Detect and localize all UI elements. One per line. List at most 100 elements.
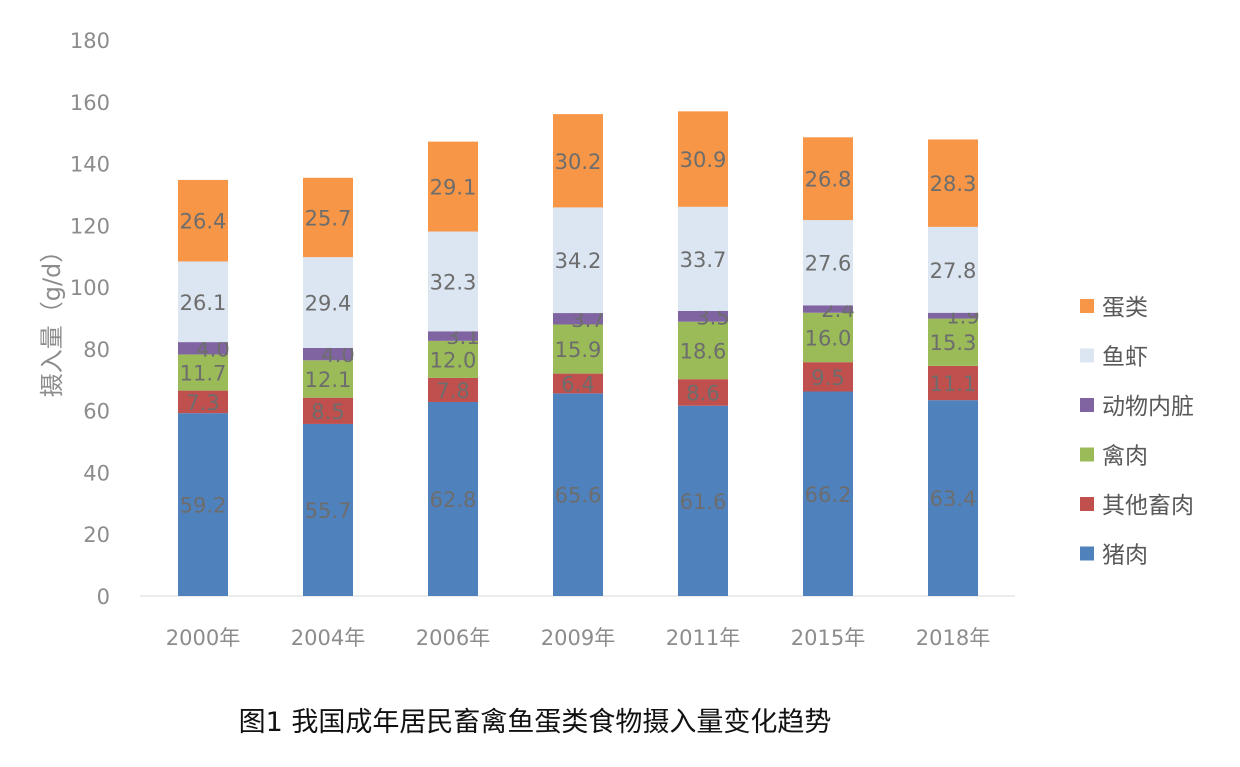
- y-tick-label: 60: [83, 400, 110, 424]
- data-label: 63.4: [930, 487, 977, 511]
- data-label: 11.1: [930, 372, 977, 396]
- bar-segment: [553, 373, 603, 394]
- bar-segment: [428, 231, 478, 332]
- bar-segment: [678, 321, 728, 380]
- y-tick-label: 140: [70, 153, 110, 177]
- data-label: 32.3: [430, 270, 477, 294]
- y-tick-label: 100: [70, 276, 110, 300]
- data-label: 33.7: [680, 248, 727, 272]
- y-axis: 0 20 40 60 80 100 120 140 160 180: [70, 29, 110, 609]
- legend-swatch: [1080, 398, 1094, 412]
- bar-segment: [553, 393, 603, 596]
- legend-label: 蛋类: [1102, 295, 1148, 321]
- data-label: 15.3: [930, 331, 977, 355]
- x-tick-label: 2009年: [541, 626, 615, 650]
- legend-swatch: [1080, 497, 1094, 511]
- y-tick-label: 40: [83, 461, 110, 485]
- data-label: 28.3: [930, 172, 977, 196]
- data-label: 8.5: [311, 400, 344, 424]
- bar-segment: [553, 207, 603, 314]
- data-label: 30.9: [680, 148, 727, 172]
- data-label: 6.4: [561, 372, 594, 396]
- bar-segment: [803, 220, 853, 306]
- data-label: 7.8: [436, 379, 469, 403]
- bar-segment: [678, 310, 728, 322]
- bar-segment: [928, 365, 978, 401]
- bar-segment: [928, 400, 978, 596]
- bar-segment: [678, 206, 728, 311]
- bar-segment: [428, 141, 478, 232]
- data-label: 66.2: [805, 483, 852, 507]
- bar-segment: [303, 360, 353, 398]
- data-label: 18.6: [680, 339, 727, 363]
- bar-segment: [303, 177, 353, 258]
- data-label: 8.6: [686, 381, 719, 405]
- data-label: 62.8: [430, 488, 477, 512]
- data-label: 12.1: [305, 368, 352, 392]
- y-tick-label: 180: [70, 29, 110, 53]
- bar-segment: [928, 312, 978, 319]
- bar-segment: [428, 377, 478, 403]
- bar-segment: [178, 261, 228, 343]
- y-tick-label: 0: [97, 585, 110, 609]
- bar-segment: [803, 305, 853, 313]
- bar-segment: [678, 405, 728, 596]
- bar-segment: [803, 391, 853, 596]
- legend-swatch: [1080, 447, 1094, 462]
- bar-segment: [678, 111, 728, 207]
- legend-swatch: [1080, 348, 1094, 363]
- data-label: 26.8: [805, 168, 852, 192]
- data-label: 15.9: [555, 338, 602, 362]
- y-tick-label: 120: [70, 214, 110, 238]
- bar-segment: [678, 379, 728, 406]
- bar-segment: [928, 318, 978, 366]
- y-tick-label: 160: [70, 91, 110, 115]
- bar-segment: [928, 226, 978, 313]
- y-axis-label: 摄入量（g/d）: [38, 239, 66, 398]
- data-label: 16.0: [805, 326, 852, 350]
- bar-segment: [803, 312, 853, 363]
- data-label: 65.6: [555, 484, 602, 508]
- legend-swatch: [1080, 546, 1094, 561]
- legend-label: 其他畜肉: [1102, 493, 1194, 519]
- data-label: 29.1: [430, 176, 477, 200]
- data-label: 26.4: [180, 210, 227, 234]
- data-label: 34.2: [555, 249, 602, 273]
- x-tick-label: 2011年: [666, 626, 740, 650]
- bar-segment: [803, 137, 853, 221]
- data-label: 55.7: [305, 499, 352, 523]
- x-axis: 2000年 2004年 2006年 2009年 2011年 2015年 2018年: [166, 626, 990, 650]
- legend-label: 禽肉: [1102, 444, 1148, 470]
- y-tick-label: 80: [83, 338, 110, 362]
- bar-segment: [428, 340, 478, 378]
- bar-segment: [178, 342, 228, 355]
- data-label: 26.1: [180, 291, 227, 315]
- legend-swatch: [1080, 299, 1094, 313]
- data-label: 9.5: [811, 366, 844, 390]
- y-tick-label: 20: [83, 523, 110, 547]
- data-label: 12.0: [430, 348, 477, 372]
- bar-segment: [553, 114, 603, 208]
- stacked-bar-chart: 0 20 40 60 80 100 120 140 160 180 摄入量（g/d） 59.2 7.…: [38, 29, 1194, 650]
- data-label: 7.3: [186, 391, 219, 415]
- x-tick-label: 2004年: [291, 626, 365, 650]
- data-label: 59.2: [180, 494, 227, 518]
- bar-segment: [178, 354, 228, 391]
- bar-segment: [178, 390, 228, 414]
- bar-segment: [178, 179, 228, 262]
- chart-title: 图1 我国成年居民畜禽鱼蛋类食物摄入量变化趋势: [238, 707, 832, 738]
- legend-label: 猪肉: [1102, 543, 1148, 569]
- bar-segment: [553, 324, 603, 374]
- bar-segment: [303, 347, 353, 361]
- bar-segment: [178, 413, 228, 596]
- legend-label: 鱼虾: [1102, 345, 1148, 371]
- bar-segment: [303, 423, 353, 596]
- data-label: 27.8: [930, 259, 977, 283]
- legend-label: 动物内脏: [1102, 394, 1194, 420]
- bar-segment: [428, 331, 478, 341]
- bar-segment: [803, 362, 853, 392]
- x-tick-label: 2015年: [791, 626, 865, 650]
- x-tick-label: 2018年: [916, 626, 990, 650]
- x-tick-label: 2006年: [416, 626, 490, 650]
- bar-segment: [303, 257, 353, 348]
